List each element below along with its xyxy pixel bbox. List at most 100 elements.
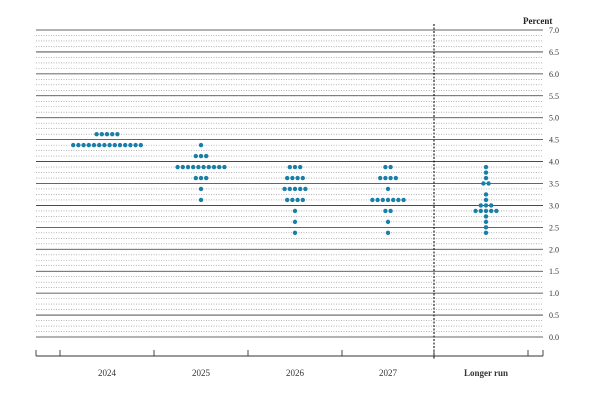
projection-dot: [198, 142, 204, 148]
projection-dot: [287, 164, 292, 170]
projection-dot: [81, 142, 86, 148]
projection-dot: [292, 164, 298, 170]
projection-dot: [298, 186, 303, 192]
projection-dot: [198, 197, 204, 203]
projection-dot: [185, 164, 191, 170]
projection-dot: [201, 164, 206, 170]
projection-dot: [112, 142, 118, 148]
projection-dot: [393, 175, 398, 181]
projection-dot: [295, 197, 300, 203]
y-tick-label: 1.5: [549, 267, 559, 276]
projection-dot: [473, 208, 478, 214]
projection-dot: [128, 142, 133, 148]
projection-dot: [292, 230, 298, 236]
x-category-label: 2024: [98, 368, 117, 378]
projection-dot: [489, 208, 494, 214]
projection-dot: [383, 164, 388, 170]
y-tick-label: 2.0: [549, 245, 559, 254]
projection-dot: [196, 164, 201, 170]
projection-dot: [133, 142, 138, 148]
projection-dot: [222, 164, 227, 170]
projection-dot: [71, 142, 76, 148]
y-tick-label: 3.0: [549, 201, 559, 210]
projection-dot: [91, 142, 97, 148]
projection-dot: [483, 230, 489, 236]
y-tick-label: 1.0: [549, 289, 559, 298]
projection-dot: [388, 208, 393, 214]
projection-dot: [97, 142, 102, 148]
projection-dot: [292, 186, 298, 192]
projection-dot: [123, 142, 128, 148]
y-tick-label: 5.5: [549, 92, 559, 101]
projection-dot: [483, 225, 489, 230]
y-tick-label: 6.5: [549, 48, 559, 57]
projection-dot: [211, 164, 217, 170]
projection-dot: [483, 208, 489, 214]
projection-dot: [300, 197, 305, 203]
projection-dot: [175, 164, 180, 170]
projection-dot: [193, 175, 198, 181]
projection-dot: [86, 142, 92, 148]
projection-dot: [391, 197, 396, 203]
projection-dot: [303, 186, 308, 192]
projection-dot: [206, 164, 211, 170]
projection-dot: [193, 153, 198, 159]
projection-dot: [483, 170, 489, 175]
projection-dot: [483, 175, 489, 181]
projection-dot: [483, 164, 489, 170]
projection-dot: [99, 131, 105, 137]
projection-dot: [388, 164, 393, 170]
projection-dot: [298, 164, 303, 170]
x-category-label: 2027: [379, 368, 398, 378]
projection-dot: [300, 175, 305, 181]
projection-dot: [396, 197, 401, 203]
projection-dot: [483, 197, 489, 203]
projection-dot: [385, 186, 391, 192]
y-tick-label: 7.0: [549, 26, 559, 35]
projection-dot: [198, 175, 204, 181]
projection-dot: [489, 203, 494, 208]
projection-dot: [191, 164, 196, 170]
projection-dot: [107, 142, 112, 148]
y-tick-label: 2.5: [549, 223, 559, 232]
projection-dot: [481, 181, 486, 186]
projection-dot: [198, 153, 204, 159]
projection-dot: [385, 197, 391, 203]
projection-dot: [94, 131, 99, 137]
y-tick-label: 0.5: [549, 311, 559, 320]
projection-dot: [102, 142, 107, 148]
projection-dot: [370, 197, 375, 203]
projection-dot: [478, 208, 483, 214]
x-category-label: 2025: [192, 368, 211, 378]
projection-dot: [285, 197, 290, 203]
projection-dot: [76, 142, 81, 148]
projection-dot: [483, 192, 489, 197]
projection-dot: [380, 197, 385, 203]
y-axis-unit-label: Percent: [523, 16, 553, 26]
projection-dot: [217, 164, 222, 170]
y-tick-label: 4.0: [549, 158, 559, 167]
projection-dot: [285, 175, 290, 181]
projection-dot: [104, 131, 110, 137]
x-category-label: 2026: [286, 368, 305, 378]
projection-dot: [401, 197, 406, 203]
projection-dot: [295, 175, 300, 181]
projection-dot: [385, 219, 391, 225]
projection-dot: [204, 153, 209, 159]
y-tick-label: 0.0: [549, 333, 559, 342]
projection-dot: [292, 219, 298, 225]
projection-dot: [494, 208, 499, 214]
projection-dot: [375, 197, 380, 203]
projection-dot: [388, 175, 393, 181]
projection-dot: [117, 142, 123, 148]
x-category-label: Longer run: [464, 368, 508, 378]
projection-dot: [110, 131, 115, 137]
y-tick-label: 5.0: [549, 114, 559, 123]
projection-dot: [383, 175, 388, 181]
projection-dot: [198, 186, 204, 192]
y-tick-label: 6.0: [549, 70, 559, 79]
projection-dot: [483, 203, 489, 208]
projection-dot: [204, 175, 209, 181]
projection-dot: [282, 186, 287, 192]
